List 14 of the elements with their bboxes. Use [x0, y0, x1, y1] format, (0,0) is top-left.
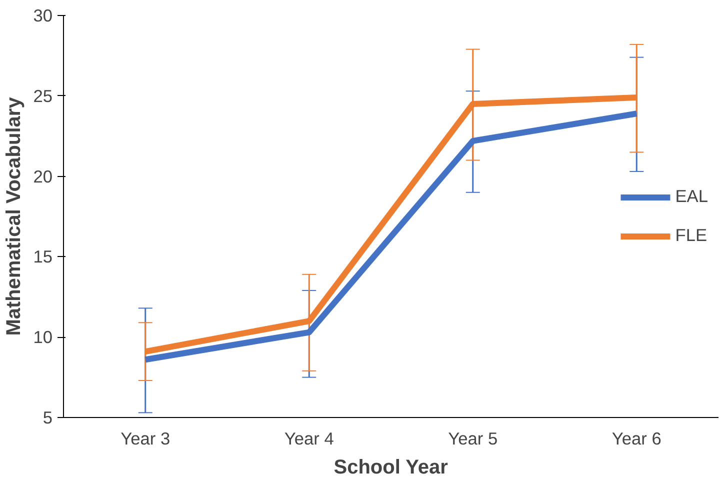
x-tick-label: Year 4 — [284, 428, 334, 448]
y-tick-label: 15 — [33, 246, 53, 267]
x-tick-label: Year 6 — [612, 428, 662, 448]
y-tick-label: 20 — [33, 166, 53, 186]
y-tick-label: 5 — [42, 408, 53, 428]
legend-label: EAL — [675, 186, 708, 207]
y-tick-label: 30 — [33, 6, 53, 26]
y-tick-label: 10 — [33, 327, 53, 348]
y-tick-label: 25 — [33, 86, 53, 106]
x-tick-label: Year 3 — [120, 428, 170, 448]
x-tick-label: Year 5 — [448, 428, 498, 448]
x-axis-title: School Year — [334, 456, 448, 478]
legend-label: FLE — [675, 225, 708, 246]
y-axis-title: Mathematical Vocabulary — [3, 96, 26, 336]
